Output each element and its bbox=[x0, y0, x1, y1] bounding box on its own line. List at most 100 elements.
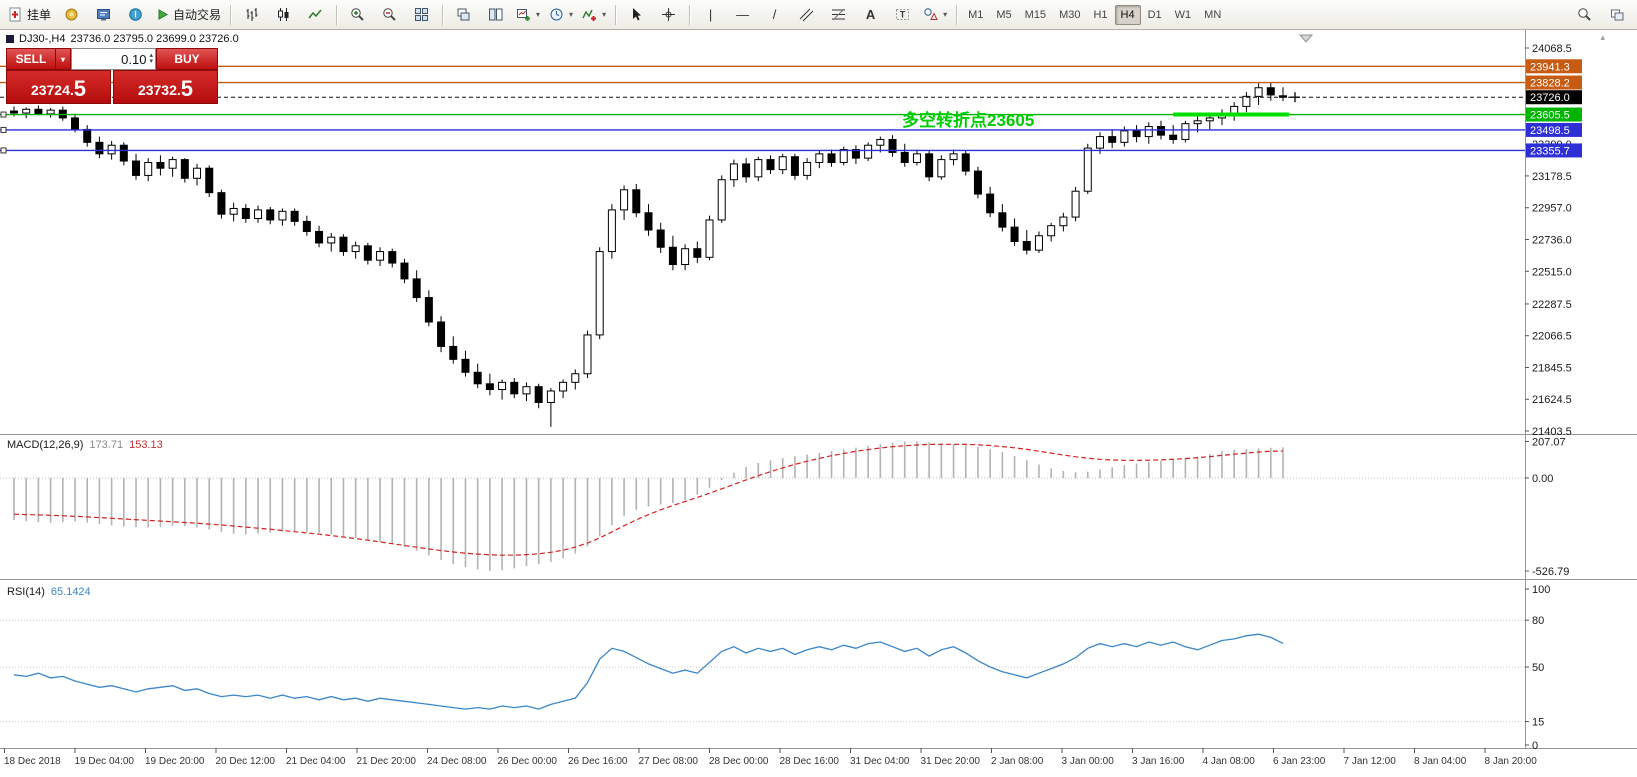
label-icon: T bbox=[896, 9, 910, 20]
rsi-indicator-label: RSI(14) 65.1424 bbox=[7, 586, 91, 598]
vertical-line-tool-button[interactable]: | bbox=[695, 2, 726, 28]
candlestick-series bbox=[10, 82, 1300, 427]
candlestick-mode-button[interactable] bbox=[268, 2, 299, 28]
candle bbox=[986, 193, 995, 214]
chevron-down-icon: ▾ bbox=[943, 10, 948, 19]
candle bbox=[266, 209, 275, 221]
fibonacci-tool-button[interactable] bbox=[823, 2, 854, 28]
chart-area[interactable]: 24068.523399.023178.522957.022736.022515… bbox=[0, 30, 1637, 777]
line-handle[interactable] bbox=[0, 111, 7, 118]
candle bbox=[83, 128, 92, 143]
cascade-windows-button[interactable] bbox=[448, 2, 479, 28]
bar-chart-mode-button[interactable] bbox=[236, 2, 267, 28]
line-handle[interactable] bbox=[0, 147, 7, 154]
candle bbox=[315, 230, 324, 244]
candle bbox=[241, 207, 250, 220]
tf-d1[interactable]: D1 bbox=[1142, 5, 1168, 25]
toolbar-separator bbox=[615, 4, 617, 25]
tile-windows-button[interactable] bbox=[406, 2, 437, 28]
new-order-button[interactable]: 挂单 bbox=[4, 2, 55, 28]
svg-text:23355.7: 23355.7 bbox=[1530, 145, 1570, 157]
new-chart-icon bbox=[517, 9, 531, 21]
cursor-tool-button[interactable] bbox=[621, 2, 652, 28]
time-axis-label: 20 Dec 12:00 bbox=[216, 756, 276, 767]
tf-mn[interactable]: MN bbox=[1198, 5, 1227, 25]
autotrading-button[interactable]: 自动交易 bbox=[152, 2, 225, 28]
candle bbox=[961, 153, 970, 172]
line-handle[interactable] bbox=[0, 126, 7, 133]
candle bbox=[827, 153, 836, 163]
tf-h1[interactable]: H1 bbox=[1087, 5, 1113, 25]
channel-tool-button[interactable] bbox=[791, 2, 822, 28]
time-axis-label: 21 Dec 04:00 bbox=[286, 756, 346, 767]
indicator-panels: 207.07 0.00 -526.79 100 80 50 15 0 bbox=[0, 436, 1569, 752]
candle bbox=[1205, 117, 1214, 122]
label-tool-button[interactable]: T bbox=[887, 2, 918, 28]
time-axis-label: 2 Jan 08:00 bbox=[991, 756, 1044, 767]
horizontal-lines[interactable] bbox=[0, 65, 1525, 154]
community-button[interactable]: i bbox=[120, 2, 151, 28]
windows-icon bbox=[1611, 9, 1624, 21]
horizontal-line-tool-button[interactable]: — bbox=[727, 2, 758, 28]
candle bbox=[449, 345, 458, 360]
candle bbox=[1193, 120, 1202, 125]
tf-m5[interactable]: M5 bbox=[990, 5, 1017, 25]
candle bbox=[851, 149, 860, 159]
candle bbox=[363, 245, 372, 261]
new-chart-button[interactable]: ▾ bbox=[512, 2, 544, 28]
shapes-tool-button[interactable]: ▾ bbox=[919, 2, 951, 28]
periods-button[interactable]: ▾ bbox=[545, 2, 577, 28]
tf-m30[interactable]: M30 bbox=[1053, 5, 1086, 25]
time-axis-label: 19 Dec 04:00 bbox=[75, 756, 135, 767]
chart-canvas[interactable]: 24068.523399.023178.522957.022736.022515… bbox=[0, 30, 1637, 777]
macd-signal-line bbox=[13, 443, 1284, 556]
time-axis-label: 19 Dec 20:00 bbox=[145, 756, 205, 767]
trendline-tool-button[interactable]: / bbox=[759, 2, 790, 28]
line-chart-mode-button[interactable] bbox=[300, 2, 331, 28]
zoom-in-button[interactable] bbox=[342, 2, 373, 28]
candle bbox=[912, 153, 921, 163]
tf-h4[interactable]: H4 bbox=[1114, 4, 1141, 25]
candle bbox=[595, 251, 604, 336]
buy-price[interactable]: 23732. 5 bbox=[113, 70, 218, 104]
price-axis-tick: 22736.0 bbox=[1532, 235, 1572, 247]
tf-m15[interactable]: M15 bbox=[1019, 5, 1052, 25]
volume-down-icon[interactable]: ▾ bbox=[149, 58, 153, 65]
candle bbox=[571, 373, 580, 383]
axes: 24068.523399.023178.522957.022736.022515… bbox=[0, 30, 1637, 767]
window-list-button[interactable] bbox=[1602, 2, 1633, 28]
zoom-out-button[interactable] bbox=[374, 2, 405, 28]
sell-price[interactable]: 23724. 5 bbox=[6, 70, 111, 104]
search-button[interactable] bbox=[1569, 2, 1600, 28]
candle bbox=[900, 151, 909, 163]
candle bbox=[876, 138, 885, 146]
arrange-windows-button[interactable] bbox=[480, 2, 511, 28]
volume-up-icon[interactable]: ▴ bbox=[149, 52, 153, 59]
metaeditor-button[interactable] bbox=[88, 2, 119, 28]
candlestick-icon bbox=[278, 8, 289, 21]
candle bbox=[1095, 136, 1104, 149]
candle bbox=[327, 236, 336, 244]
profiles-button[interactable] bbox=[56, 2, 87, 28]
candle bbox=[1242, 95, 1251, 107]
tf-m1[interactable]: M1 bbox=[962, 5, 989, 25]
candle bbox=[437, 321, 446, 347]
candle bbox=[46, 109, 55, 115]
order-type-dropdown[interactable]: ▾ bbox=[56, 48, 71, 70]
candle bbox=[144, 161, 153, 176]
volume-input[interactable]: 0.10 ▴ ▾ bbox=[71, 48, 156, 70]
scroll-up-icon[interactable]: ▴ bbox=[1600, 32, 1605, 42]
toolbar-right-group bbox=[1569, 2, 1633, 28]
sell-button[interactable]: SELL bbox=[6, 48, 56, 70]
profiles-icon bbox=[65, 8, 78, 21]
indicators-button[interactable]: ▾ bbox=[578, 2, 610, 28]
rsi-axis-tick: 15 bbox=[1532, 717, 1544, 729]
price-axis-tick: 23178.5 bbox=[1532, 171, 1572, 183]
pivot-annotation-text[interactable]: 多空转折点23605 bbox=[902, 111, 1035, 130]
buy-button[interactable]: BUY bbox=[156, 48, 218, 70]
chart-shift-marker[interactable] bbox=[1298, 34, 1314, 43]
crosshair-tool-button[interactable] bbox=[653, 2, 684, 28]
tf-w1[interactable]: W1 bbox=[1169, 5, 1198, 25]
text-tool-button[interactable]: A bbox=[855, 2, 886, 28]
toolbar-separator bbox=[956, 4, 958, 25]
